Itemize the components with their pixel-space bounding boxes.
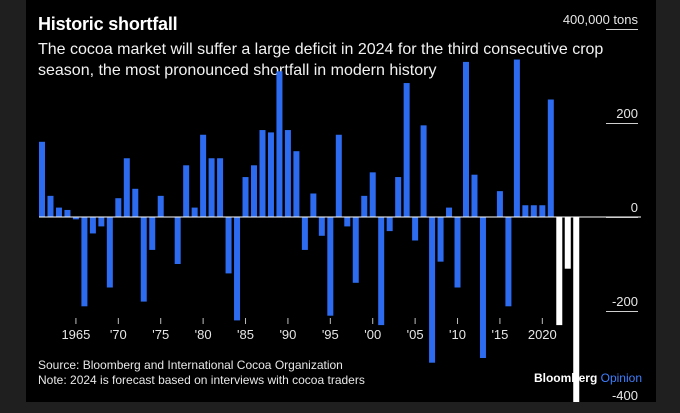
- x-tick-label: 1965: [61, 327, 90, 342]
- bar-1973: [140, 217, 147, 302]
- x-axis: 1965 '70 '75 '80 '85 '90 '95 '00 '05 '10 '15 2020: [61, 318, 557, 342]
- brand-logo: Bloomberg Opinion: [534, 371, 642, 385]
- x-tick-label: '70: [110, 327, 127, 342]
- bar-2013: [479, 217, 486, 358]
- bar-2022: [556, 217, 563, 326]
- chart-subtitle: The cocoa market will suffer a large def…: [38, 41, 604, 79]
- source-block: Source: Bloomberg and International Coco…: [38, 358, 365, 388]
- bar-1982: [217, 158, 224, 217]
- bar-1970: [115, 198, 122, 217]
- bar-1993: [310, 193, 317, 217]
- bar-1966: [81, 217, 88, 307]
- bar-1999: [361, 195, 368, 217]
- bar-2015: [496, 191, 503, 217]
- bar-1995: [327, 217, 334, 316]
- bar-2001: [378, 217, 385, 326]
- bar-1972: [132, 188, 139, 217]
- bar-2000: [369, 172, 376, 217]
- bar-1994: [318, 217, 325, 236]
- y-axis: 400,000 tons 200 0 -200 -400: [563, 12, 639, 402]
- bar-1963: [55, 207, 62, 217]
- y-tick-label: 0: [631, 200, 638, 215]
- bar-2017: [513, 59, 520, 217]
- bar-1971: [123, 158, 130, 217]
- brand-main: Bloomberg: [533, 371, 598, 385]
- bar-1964: [64, 209, 71, 217]
- y-tick-label: 400,000 tons: [563, 12, 639, 27]
- x-tick-label: '75: [152, 327, 169, 342]
- bar-2019: [530, 205, 537, 217]
- bar-1978: [183, 165, 190, 217]
- bar-2021: [547, 99, 554, 217]
- bar-1991: [293, 151, 300, 217]
- y-tick-label: 200: [616, 106, 638, 121]
- y-tick-label: -400: [612, 388, 638, 402]
- bar-1988: [267, 132, 274, 217]
- x-tick-label: '80: [195, 327, 212, 342]
- bar-1980: [200, 134, 207, 217]
- bar-1967: [89, 217, 96, 234]
- bar-2008: [437, 217, 444, 262]
- x-tick-label: '95: [322, 327, 339, 342]
- bar-2020: [539, 205, 546, 217]
- bar-1977: [174, 217, 181, 264]
- bar-2006: [420, 125, 427, 217]
- bar-1979: [191, 207, 198, 217]
- bar-2012: [471, 174, 478, 217]
- bar-2011: [463, 61, 469, 218]
- bar-1965: [72, 217, 79, 220]
- y-tick-label: -200: [612, 294, 638, 309]
- bar-1975: [157, 195, 164, 217]
- source-text: Source: Bloomberg and International Coco…: [38, 358, 343, 372]
- bar-1961: [39, 141, 45, 217]
- bar-1962: [47, 195, 54, 217]
- bar-2007: [429, 217, 436, 363]
- x-tick-label: '85: [237, 327, 254, 342]
- bar-1990: [284, 130, 291, 217]
- bar-2004: [403, 83, 410, 217]
- bar-2010: [454, 217, 461, 288]
- bar-2023: [564, 217, 571, 269]
- chart-title: Historic shortfall: [38, 14, 178, 34]
- bar-1997: [344, 217, 351, 227]
- bar-1989: [276, 71, 283, 217]
- bar-2005: [412, 217, 419, 241]
- bar-2018: [522, 205, 529, 217]
- bar-1992: [301, 217, 308, 250]
- bar-2002: [386, 217, 393, 232]
- bar-1969: [106, 217, 113, 288]
- bar-1968: [98, 217, 105, 227]
- bar-2024: [573, 217, 580, 402]
- bar-2003: [395, 177, 402, 217]
- bar-1974: [149, 217, 156, 250]
- bar-1996: [335, 134, 342, 217]
- chart-card: Historic shortfall The cocoa market will…: [26, 0, 656, 402]
- bar-1998: [352, 217, 359, 283]
- bar-chart: 400,000 tons 200 0 -200 -400 1965 '70 '75 '80 '8…: [39, 12, 641, 402]
- x-tick-label: '10: [449, 327, 466, 342]
- bar-1985: [242, 177, 249, 217]
- x-tick-label: '15: [491, 327, 508, 342]
- bar-1987: [259, 130, 266, 217]
- bar-1984: [234, 217, 241, 321]
- x-tick-label: '00: [364, 327, 381, 342]
- bar-1981: [208, 158, 215, 217]
- note-text: Note: 2024 is forecast based on intervie…: [38, 373, 365, 387]
- x-tick-label: 2020: [528, 327, 557, 342]
- x-tick-label: '05: [407, 327, 424, 342]
- bar-1983: [225, 217, 232, 274]
- brand-sub: Opinion: [600, 371, 642, 385]
- x-tick-label: '90: [279, 327, 296, 342]
- bar-1986: [251, 165, 257, 217]
- bar-2009: [446, 207, 453, 217]
- bar-2016: [505, 217, 512, 307]
- bar-layer: [39, 59, 641, 402]
